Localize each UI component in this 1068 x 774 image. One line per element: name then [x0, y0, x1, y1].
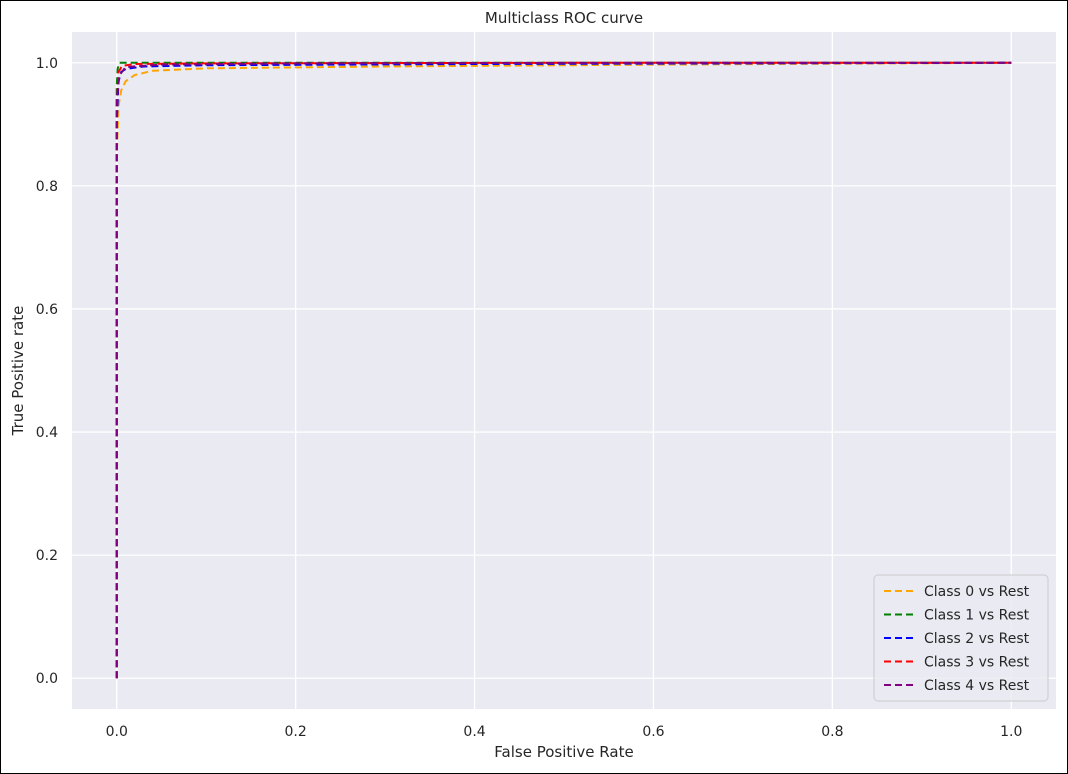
- series-line-class-2: [115, 61, 1012, 679]
- y-axis-label: True Positive rate: [9, 306, 27, 437]
- legend-item-class-3: Class 3 vs Rest: [884, 655, 1030, 671]
- legend-item-class-0: Class 0 vs Rest: [884, 584, 1030, 600]
- x-tick-label: 0.6: [642, 724, 664, 740]
- x-tick-label: 0.4: [463, 724, 485, 740]
- legend-item-class-2: Class 2 vs Rest: [884, 631, 1030, 647]
- legend-label: Class 0 vs Rest: [924, 584, 1030, 600]
- x-tick-label: 0.2: [285, 724, 307, 740]
- y-tick-label: 0.8: [36, 179, 58, 195]
- legend-label: Class 1 vs Rest: [924, 608, 1030, 624]
- legend-item-class-4: Class 4 vs Rest: [884, 678, 1030, 694]
- y-tick-label: 0.6: [36, 302, 58, 318]
- x-axis-label: False Positive Rate: [494, 743, 633, 761]
- series-line-class-0: [115, 61, 1012, 679]
- legend-item-class-1: Class 1 vs Rest: [884, 608, 1030, 624]
- x-tick-label: 1.0: [1000, 724, 1022, 740]
- y-tick-labels: 0.0 0.2 0.4 0.6 0.8 1.0: [36, 56, 58, 687]
- y-tick-label: 1.0: [36, 56, 58, 72]
- legend: Class 0 vs Rest Class 1 vs Rest Class 2 vs…: [873, 574, 1049, 702]
- legend-label: Class 4 vs Rest: [924, 678, 1030, 694]
- series-line-class-4: [115, 61, 1012, 679]
- chart-title: Multiclass ROC curve: [485, 9, 643, 27]
- grid-lines: [72, 32, 1056, 709]
- legend-label: Class 2 vs Rest: [924, 631, 1030, 647]
- x-tick-label: 0.0: [106, 724, 128, 740]
- x-tick-label: 0.8: [821, 724, 843, 740]
- y-tick-label: 0.0: [36, 671, 58, 687]
- y-tick-label: 0.4: [36, 425, 58, 441]
- legend-box: [873, 574, 1049, 702]
- x-tick-labels: 0.0 0.2 0.4 0.6 0.8 1.0: [106, 724, 1023, 740]
- legend-label: Class 3 vs Rest: [924, 655, 1030, 671]
- series-lines: [115, 61, 1012, 679]
- y-tick-label: 0.2: [36, 548, 58, 564]
